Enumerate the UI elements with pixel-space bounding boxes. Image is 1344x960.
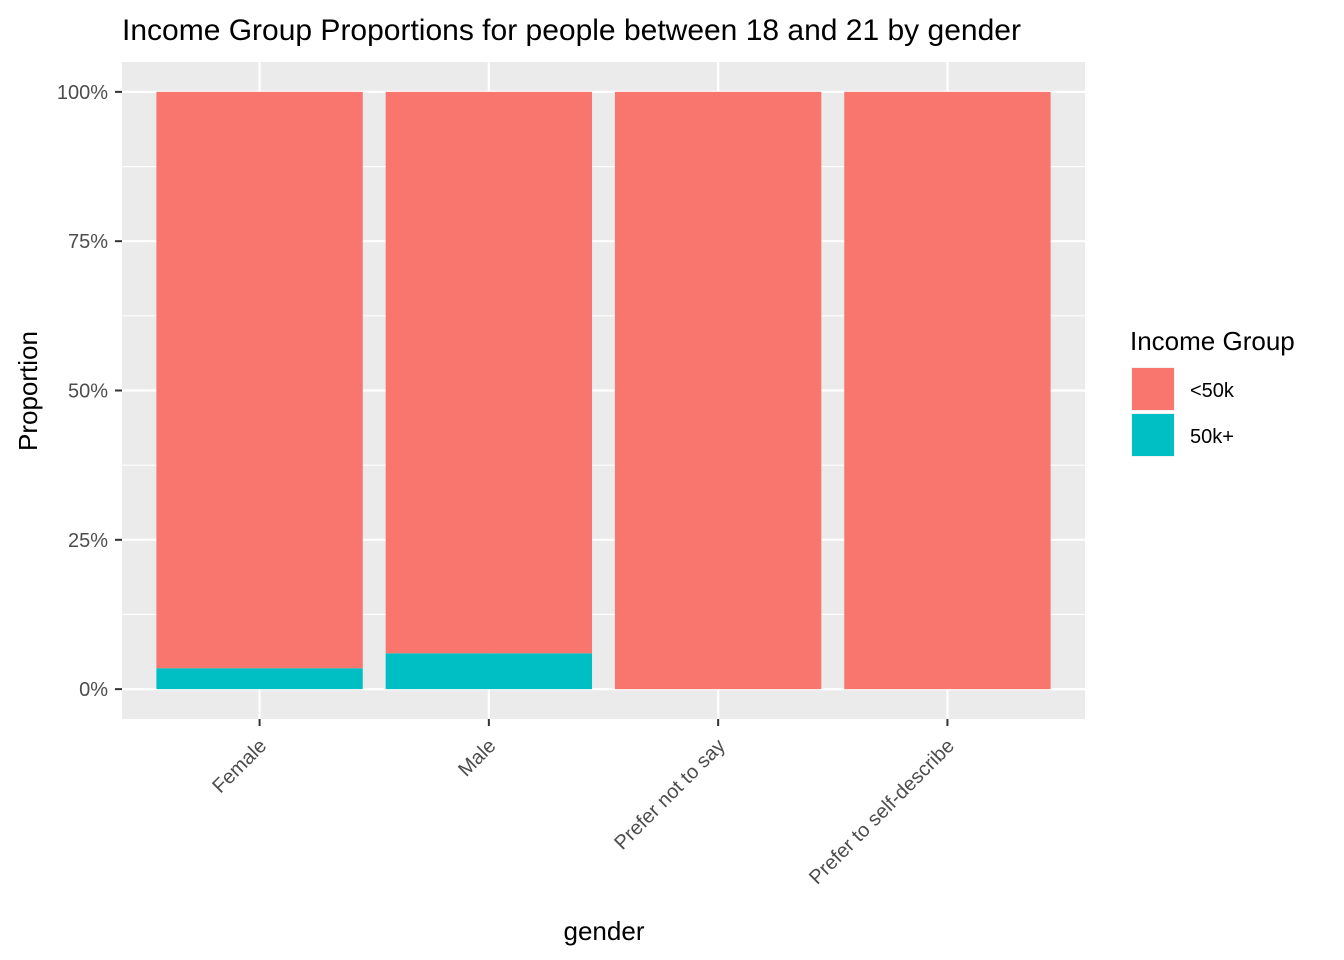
x-axis-title: gender (564, 916, 645, 946)
bars (156, 91, 1051, 690)
x-tick-label: Female (208, 735, 271, 798)
bar-segment (385, 653, 593, 690)
legend: Income Group <50k 50k+ (1130, 326, 1295, 457)
x-tick-label: Prefer to self-describe (805, 735, 959, 889)
bar-segment (844, 91, 1051, 690)
legend-title: Income Group (1130, 326, 1295, 356)
y-tick-label: 25% (68, 530, 108, 552)
bar-segment (614, 91, 822, 690)
legend-label: <50k (1190, 380, 1235, 402)
x-tick-label: Prefer not to say (610, 735, 729, 854)
y-tick-label: 100% (57, 82, 108, 104)
legend-swatch (1132, 368, 1174, 410)
legend-swatch (1132, 414, 1174, 456)
y-tick-label: 0% (79, 679, 108, 701)
y-tick-label: 50% (68, 381, 108, 403)
bar-segment (156, 91, 363, 669)
y-axis: 0% 25% 50% 75% 100% (57, 82, 122, 701)
x-axis: Female Male Prefer not to say Prefer to sel… (208, 719, 959, 889)
bar-segment (385, 91, 593, 654)
y-tick-label: 75% (68, 231, 108, 253)
x-tick-label: Male (454, 735, 500, 781)
bar-segment (156, 668, 363, 690)
chart-title: Income Group Proportions for people betw… (122, 14, 1021, 47)
legend-label: 50k+ (1190, 426, 1234, 448)
y-axis-title: Proportion (13, 331, 43, 451)
